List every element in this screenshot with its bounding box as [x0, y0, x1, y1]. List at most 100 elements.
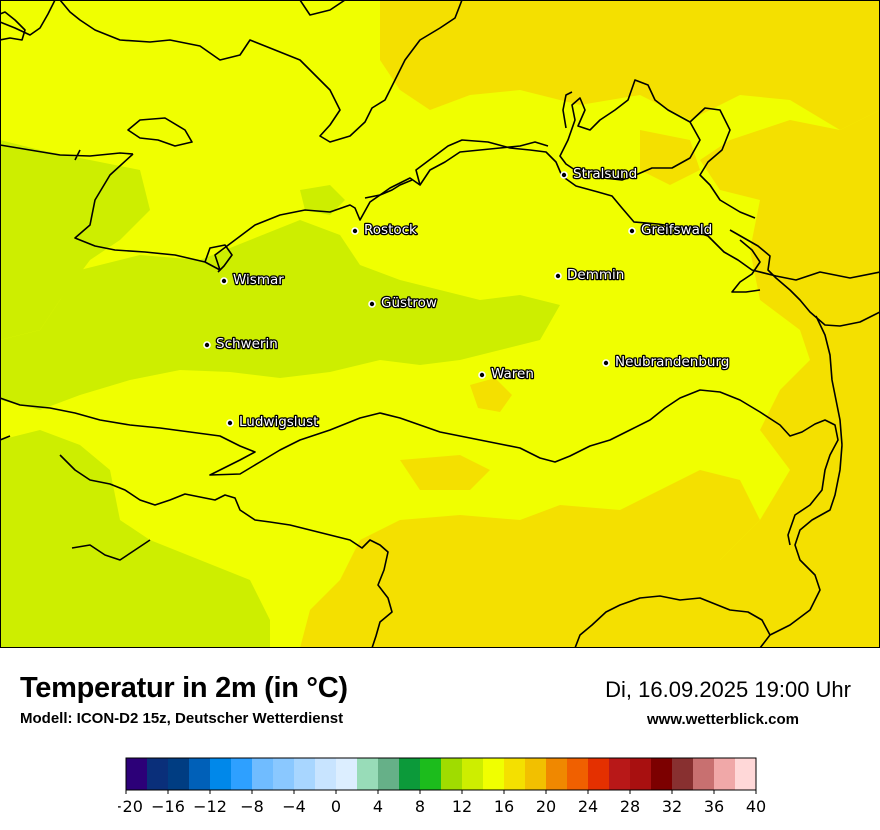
city-label: Stralsund — [573, 166, 637, 182]
city-rostock: Rostock — [351, 221, 418, 239]
legend-swatch — [567, 758, 589, 790]
border-state-south — [0, 389, 839, 546]
legend-swatch — [147, 758, 169, 790]
cool-area-southwest — [0, 430, 270, 648]
city-dot — [368, 300, 376, 308]
legend-swatch — [231, 758, 253, 790]
border-west — [0, 435, 11, 441]
city-guestrow: Güstrow — [368, 294, 438, 312]
cool-area-west — [0, 140, 150, 340]
city-dot — [628, 227, 636, 235]
coastline-lagoon — [731, 239, 761, 293]
city-label: Neubrandenburg — [615, 354, 729, 370]
city-greifswald: Greifswald — [628, 221, 714, 239]
color-legend: −20 −16 −12 −8 −4 0 4 8 12 16 20 24 28 32 36 40 — [118, 757, 766, 816]
legend-tick-label: 32 — [662, 797, 682, 816]
city-markers: Stralsund Rostock Greifswald Wismar Demm… — [203, 165, 731, 431]
legend-frame — [125, 757, 757, 791]
coastline-northwest — [0, 0, 463, 143]
city-label: Ludwigslust — [239, 414, 318, 430]
legend-tick-label: 24 — [578, 797, 598, 816]
coastline-ruegen — [559, 79, 701, 181]
city-label: Güstrow — [381, 295, 437, 311]
legend-swatch — [126, 758, 148, 790]
city-wismar: Wismar — [220, 271, 286, 289]
cool-area-central — [0, 220, 560, 410]
legend-swatch — [504, 758, 526, 790]
city-waren: Waren — [478, 365, 535, 383]
border-southwest-2 — [71, 539, 151, 561]
border-southwest — [59, 454, 393, 648]
city-schwerin: Schwerin — [203, 335, 279, 353]
legend-tick-label: 40 — [746, 797, 766, 816]
website-link[interactable]: www.wetterblick.com — [647, 711, 799, 728]
city-neubrandenburg: Neubrandenburg — [602, 353, 731, 371]
border-poland — [759, 315, 843, 648]
city-dot — [220, 277, 228, 285]
legend-swatch — [399, 758, 421, 790]
warm-area-south — [300, 470, 760, 648]
border-southeast — [574, 595, 771, 648]
legend-swatch — [168, 758, 190, 790]
legend-tick-label: 28 — [620, 797, 640, 816]
legend-tick-label: −20 — [118, 797, 143, 816]
coastline-northwest-inner — [0, 11, 26, 41]
temperature-map: Stralsund Rostock Greifswald Wismar Demm… — [0, 0, 880, 648]
city-label: Waren — [491, 366, 534, 382]
coastline-usedom — [729, 229, 880, 327]
city-dot — [602, 359, 610, 367]
warm-area-north — [380, 0, 880, 130]
city-dot — [351, 227, 359, 235]
warm-area-east — [700, 110, 880, 648]
city-dot — [554, 272, 562, 280]
legend-swatch — [630, 758, 652, 790]
legend-tick-label: 4 — [373, 797, 383, 816]
legend-swatch — [714, 758, 736, 790]
city-dot — [478, 371, 486, 379]
legend-swatch — [273, 758, 295, 790]
legend-tick-label: 20 — [536, 797, 556, 816]
warm-area-ne-inner — [640, 130, 700, 185]
legend-swatch — [651, 758, 673, 790]
coastline-wismar-bay — [204, 244, 233, 273]
city-stralsund: Stralsund — [560, 165, 638, 183]
cool-area-patch — [300, 185, 345, 215]
legend-swatch — [462, 758, 484, 790]
legend-swatch — [693, 758, 715, 790]
coastline-darss — [419, 141, 549, 186]
legend-swatch — [378, 758, 400, 790]
warm-area-waren — [470, 378, 512, 412]
legend-tick-labels: −20 −16 −12 −8 −4 0 4 8 12 16 20 24 28 32 36 40 — [118, 790, 766, 816]
temperature-field-16-18 — [300, 0, 880, 648]
legend-tick-label: −8 — [240, 797, 264, 816]
coastline-island-north — [299, 0, 346, 16]
legend-swatch — [210, 758, 232, 790]
coastline-and-borders — [0, 0, 880, 648]
coastline-mainland — [0, 139, 880, 281]
city-dot — [203, 341, 211, 349]
legend-swatch — [420, 758, 442, 790]
legend-swatch — [525, 758, 547, 790]
legend-swatches — [126, 758, 757, 790]
map-title: Temperatur in 2m (in °C) — [20, 672, 348, 704]
city-dot — [226, 419, 234, 427]
coastline-fehmarn — [127, 117, 193, 147]
legend-swatch — [441, 758, 463, 790]
temperature-field-12-14 — [0, 140, 560, 648]
legend-tick-label: −4 — [282, 797, 306, 816]
legend-tick-label: 8 — [415, 797, 425, 816]
city-ludwigslust: Ludwigslust — [226, 413, 320, 431]
model-source: Modell: ICON-D2 15z, Deutscher Wetterdie… — [20, 710, 344, 727]
legend-tick-label: −16 — [151, 797, 185, 816]
warm-area-sw — [400, 455, 490, 490]
legend-tick-label: 36 — [704, 797, 724, 816]
legend-swatch — [588, 758, 610, 790]
city-label: Demmin — [567, 267, 624, 283]
city-label: Wismar — [233, 272, 284, 288]
city-label: Schwerin — [216, 336, 278, 352]
legend-swatch — [189, 758, 211, 790]
legend-swatch — [357, 758, 379, 790]
legend-swatch — [294, 758, 316, 790]
legend-swatch — [483, 758, 505, 790]
city-label: Rostock — [364, 222, 417, 238]
